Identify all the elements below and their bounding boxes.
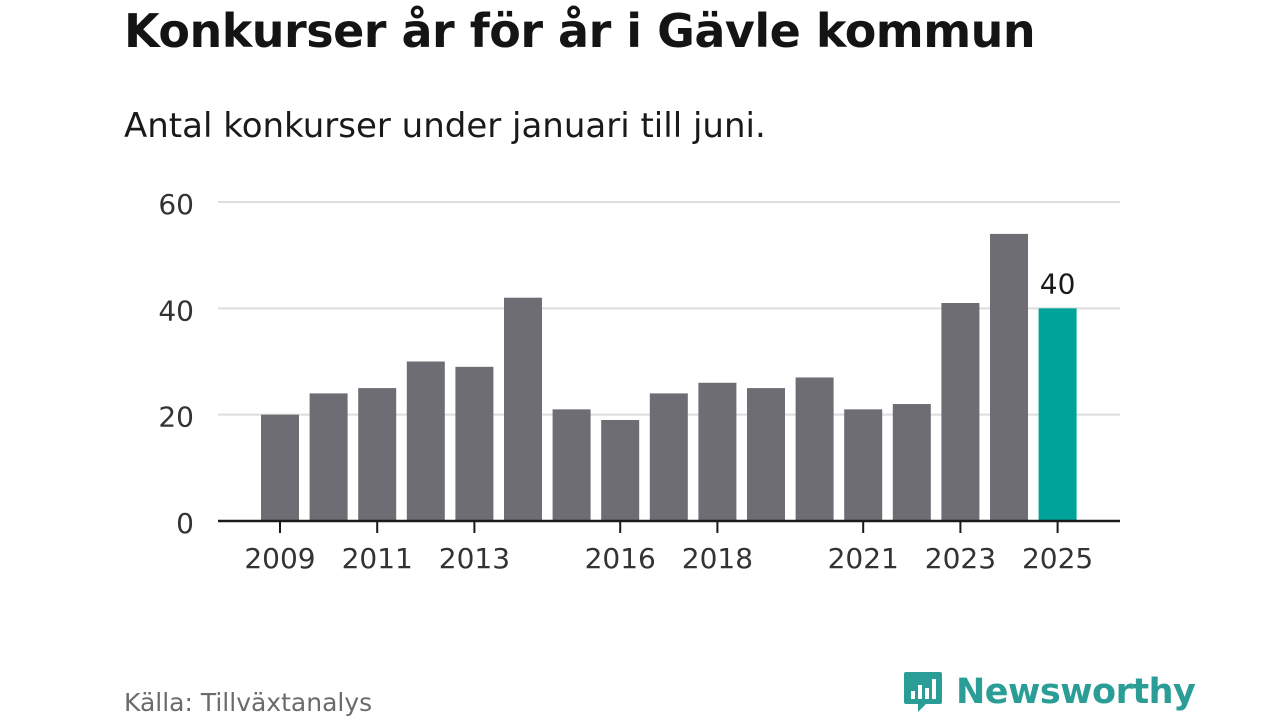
bar-2009 — [261, 414, 299, 521]
bar-2022 — [892, 404, 931, 521]
bar-2017 — [649, 393, 688, 521]
bar-2014 — [504, 297, 542, 521]
y-tick-label: 0 — [176, 507, 194, 540]
y-tick-label: 60 — [158, 188, 194, 221]
x-tick-label: 2018 — [682, 542, 753, 575]
x-tick-label: 2011 — [342, 542, 413, 575]
x-tick-label: 2013 — [439, 542, 510, 575]
bar-2019 — [747, 388, 785, 521]
labels: 0 20 40 60 40 2009 2011 2013 2016 2018 2021 2023 202… — [158, 188, 1093, 575]
x-tick-label: 2009 — [244, 542, 315, 575]
bar-2010 — [309, 393, 348, 521]
axes — [218, 519, 1120, 533]
bar-2012 — [406, 361, 445, 521]
bar-2025 — [1038, 308, 1077, 521]
x-tick-label: 2023 — [925, 542, 996, 575]
bars — [261, 233, 1077, 521]
x-tick-label: 2016 — [585, 542, 656, 575]
bar-2011 — [358, 388, 397, 521]
y-tick-label: 20 — [158, 401, 194, 434]
bar-2020 — [795, 377, 834, 521]
brand-name: Newsworthy — [956, 672, 1196, 712]
x-tick-label: 2021 — [828, 542, 899, 575]
chart-title: Konkurser år för år i Gävle kommun — [124, 4, 1036, 58]
bar-2023 — [941, 303, 980, 521]
x-tick-label: 2025 — [1022, 542, 1093, 575]
bar-2015 — [552, 409, 591, 521]
brand-logo: Newsworthy — [902, 670, 1196, 714]
bar-chart-speech-bubble-icon — [904, 672, 942, 712]
bar-2021 — [844, 409, 883, 521]
data-label: 40 — [1040, 267, 1076, 300]
chart-subtitle: Antal konkurser under januari till juni. — [124, 106, 766, 146]
bar-2013 — [455, 366, 494, 521]
bar-2016 — [601, 419, 640, 521]
bar-2018 — [698, 382, 737, 521]
source-note: Källa: Tillväxtanalys — [124, 688, 373, 717]
y-tick-label: 40 — [158, 294, 194, 327]
gridlines — [218, 201, 1120, 416]
bar-2024 — [990, 233, 1028, 521]
